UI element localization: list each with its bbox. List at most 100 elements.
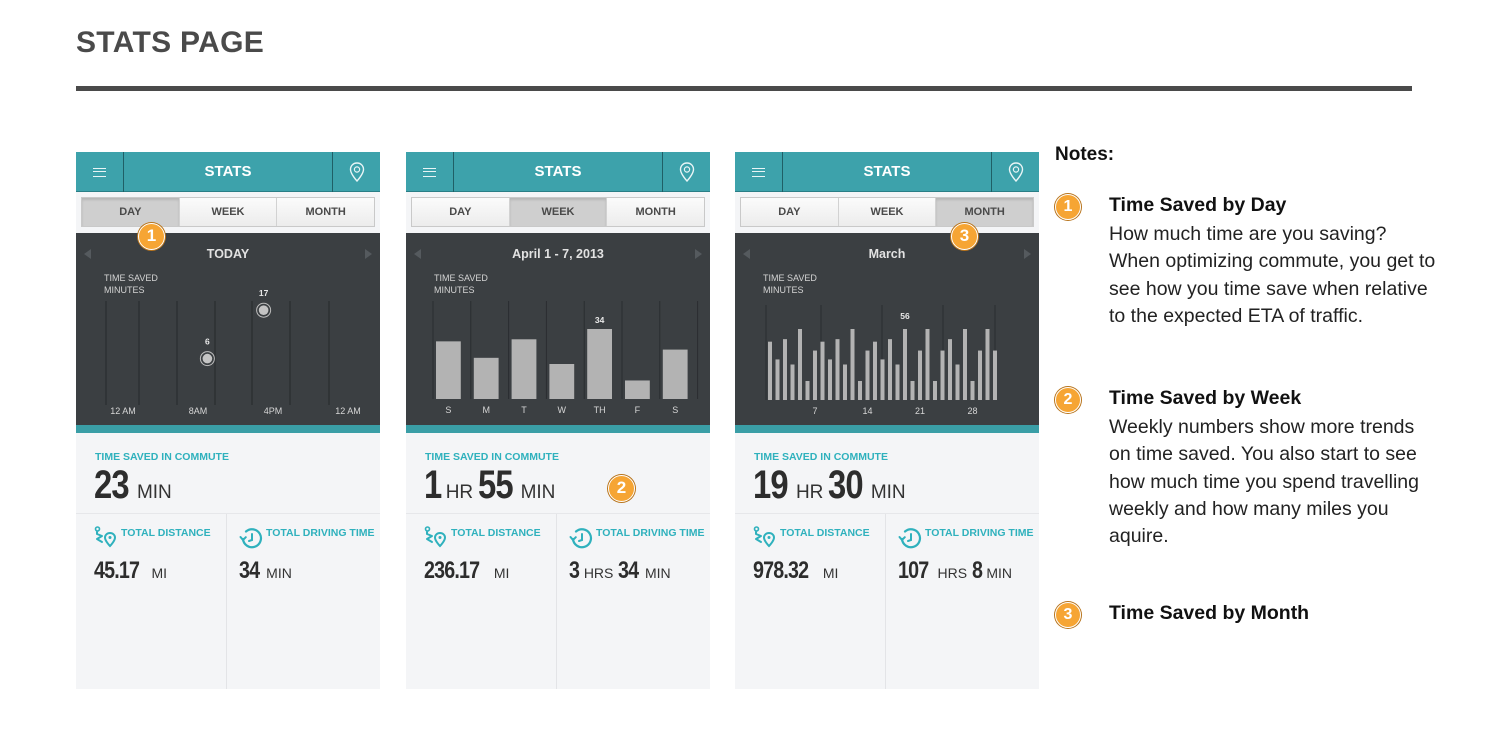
x-tick-label: W — [558, 405, 567, 415]
next-period-arrow[interactable] — [695, 249, 702, 259]
chart-period-title: TODAY — [206, 247, 250, 261]
bar — [850, 329, 855, 400]
bar — [587, 329, 612, 399]
bar — [880, 359, 885, 400]
chart-y-label: TIME SAVED MINUTES — [434, 272, 488, 296]
clock-history-icon — [239, 528, 263, 549]
tab-month[interactable]: MONTH — [936, 198, 1034, 226]
app-bar: STATS — [735, 152, 1039, 192]
value-number: 19 — [753, 463, 789, 507]
tab-day[interactable]: DAY — [412, 198, 510, 226]
divider — [735, 513, 1039, 514]
menu-button[interactable] — [76, 152, 124, 192]
previous-period-arrow[interactable] — [743, 249, 750, 259]
bar — [873, 341, 877, 400]
chart-footer-bar — [735, 425, 1039, 433]
tab-month[interactable]: MONTH — [635, 206, 676, 218]
driving-time-value: 107 HRS 8 MIN — [898, 557, 1012, 585]
next-period-arrow[interactable] — [1024, 249, 1031, 259]
summary-value: 1 HR 55 MIN — [424, 463, 555, 508]
value-number: 978.32 — [753, 557, 809, 584]
x-tick-label: 4PM — [264, 406, 283, 416]
hamburger-icon — [93, 167, 106, 177]
bar — [436, 341, 461, 399]
hamburger-icon — [423, 167, 436, 177]
bar — [903, 329, 907, 400]
hamburger-icon — [752, 167, 765, 177]
clock-history-icon — [898, 528, 922, 549]
value-number: 8 — [971, 557, 983, 584]
value-number: 34 — [617, 557, 639, 584]
driving-time-label: TOTAL DRIVING TIME — [925, 527, 1034, 539]
value-number: 3 — [569, 557, 580, 584]
location-pin-icon — [679, 162, 694, 182]
distance-label: TOTAL DISTANCE — [451, 527, 541, 539]
tab-week[interactable]: WEEK — [509, 198, 608, 226]
bar — [858, 380, 862, 400]
bar — [828, 359, 832, 400]
value-unit: HRS — [937, 565, 968, 581]
value-unit: MI — [822, 565, 839, 581]
tab-day[interactable]: DAY — [82, 198, 180, 226]
y-label-line: TIME SAVED — [104, 273, 158, 283]
bar — [790, 364, 795, 400]
bar — [978, 350, 982, 400]
previous-period-arrow[interactable] — [84, 249, 91, 259]
summary-value: 19 HR 30 MIN — [753, 463, 906, 508]
time-saved-chart: TODAY TIME SAVED MINUTES 12 AM 8AM 4PM 12 AM… — [76, 233, 380, 425]
distance-value: 978.32 MI — [753, 557, 838, 585]
value-number: 55 — [477, 463, 514, 507]
bar — [511, 339, 537, 399]
bar — [813, 350, 817, 400]
clock-history-icon — [569, 528, 593, 549]
tab-month[interactable]: MONTH — [305, 206, 346, 218]
x-tick-label: 12 AM — [110, 406, 136, 416]
bar — [775, 359, 780, 400]
location-pin-icon — [1008, 162, 1023, 182]
value-number: 34 — [239, 557, 260, 584]
annotation-badge: 2 — [608, 475, 635, 502]
bar — [985, 329, 990, 400]
chart-y-label: TIME SAVED MINUTES — [104, 272, 158, 296]
note-body: How much time are you saving? When optim… — [1109, 223, 1436, 327]
y-label-line: MINUTES — [434, 285, 475, 295]
location-button[interactable] — [991, 152, 1039, 192]
next-period-arrow[interactable] — [365, 249, 372, 259]
value-unit: HRS — [583, 565, 614, 581]
value-unit: MIN — [644, 565, 671, 581]
bar — [473, 357, 499, 399]
chart-svg: S M T W TH 34 F S — [432, 301, 699, 415]
driving-time-label: TOTAL DRIVING TIME — [266, 527, 375, 539]
tab-week[interactable]: WEEK — [839, 198, 937, 226]
time-saved-chart: April 1 - 7, 2013 TIME SAVED MINUTES S M T W… — [406, 233, 710, 425]
value-unit: HR — [445, 482, 474, 503]
value-unit: MI — [151, 565, 168, 581]
bar — [925, 329, 930, 400]
previous-period-arrow[interactable] — [414, 249, 421, 259]
driving-time-label: TOTAL DRIVING TIME — [596, 527, 705, 539]
bar — [843, 364, 847, 400]
value-unit: MIN — [986, 565, 1012, 581]
period-tabs: DAY WEEK MONTH — [740, 197, 1034, 227]
location-button[interactable] — [332, 152, 380, 192]
route-icon — [753, 526, 776, 548]
menu-button[interactable] — [406, 152, 454, 192]
note-title: Time Saved by Week — [1109, 387, 1302, 409]
chart-footer-bar — [76, 425, 380, 433]
note-badge: 2 — [1055, 387, 1081, 413]
distance-label: TOTAL DISTANCE — [780, 527, 870, 539]
divider — [885, 514, 886, 689]
value-unit: MIN — [520, 482, 556, 503]
route-icon — [424, 526, 447, 548]
tab-day[interactable]: DAY — [741, 198, 839, 226]
x-tick-label: M — [482, 405, 490, 415]
tab-week[interactable]: WEEK — [180, 198, 278, 226]
phone-screen-day: STATS DAY WEEK MONTH TODAY TIME SAVED MINUT… — [76, 152, 380, 689]
menu-button[interactable] — [735, 152, 783, 192]
title-divider — [76, 86, 1412, 91]
period-tabs: DAY WEEK MONTH — [81, 197, 375, 227]
location-button[interactable] — [662, 152, 710, 192]
phone-screen-week: STATS DAY WEEK MONTH April 1 - 7, 2013 TIM… — [406, 152, 710, 689]
chart-svg: 56 7 14 21 28 — [765, 305, 997, 416]
summary-label: TIME SAVED IN COMMUTE — [95, 451, 229, 463]
